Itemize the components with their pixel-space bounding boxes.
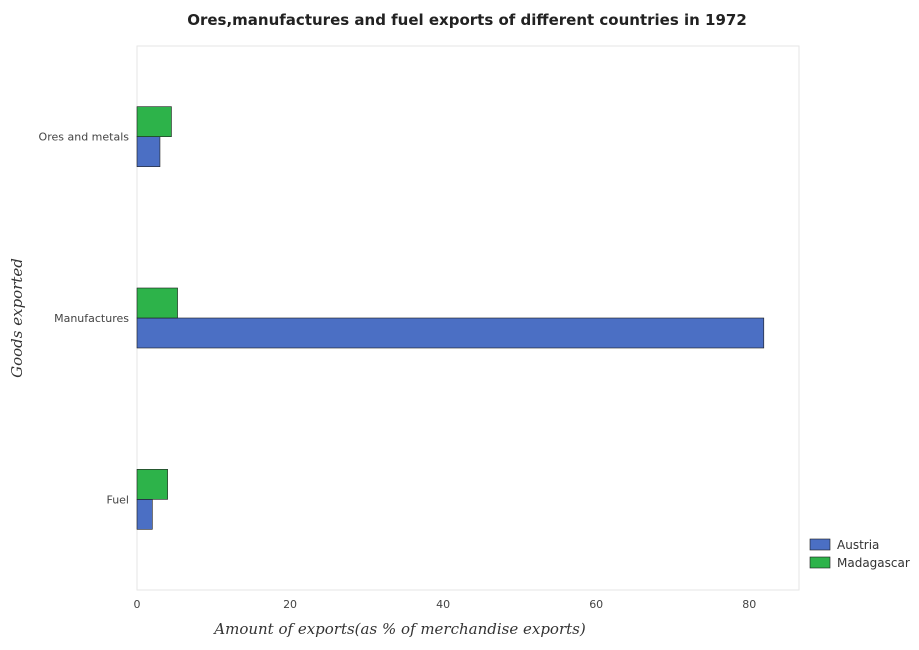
bar-madagascar-fuel: [136, 469, 168, 500]
y-axis-title: Goods exported: [8, 258, 26, 378]
legend-label-austria: Austria: [837, 538, 879, 552]
y-tick-label: Fuel: [106, 493, 129, 506]
bar-austria-manufactures: [136, 317, 765, 349]
legend-swatch-austria: [809, 538, 831, 551]
legend: Austria Madagascar: [809, 538, 910, 570]
x-tick-label: 20: [283, 598, 297, 611]
bar-madagascar-ores-and-metals: [136, 106, 172, 137]
legend-swatch-madagascar: [809, 556, 831, 569]
bar-austria-fuel: [136, 499, 153, 530]
bar-austria-ores-and-metals: [136, 136, 161, 167]
x-tick-label: 80: [742, 598, 756, 611]
x-axis-title: Amount of exports(as % of merchandise ex…: [212, 620, 586, 638]
x-tick-label: 0: [134, 598, 141, 611]
y-tick-label: Manufactures: [54, 312, 129, 325]
bar-madagascar-manufactures: [136, 287, 178, 319]
chart-title: Ores,manufactures and fuel exports of di…: [187, 11, 747, 29]
x-tick-label: 60: [589, 598, 603, 611]
x-tick-label: 40: [436, 598, 450, 611]
y-tick-label: Ores and metals: [39, 131, 130, 144]
legend-label-madagascar: Madagascar: [837, 556, 910, 570]
